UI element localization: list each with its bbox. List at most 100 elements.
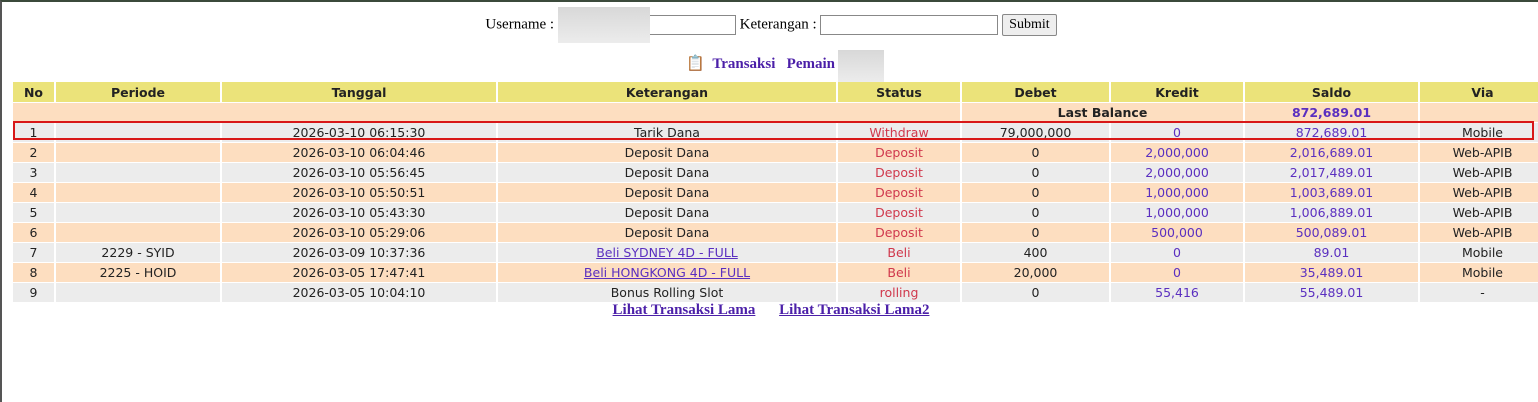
cell-periode [56,203,220,222]
cell-debet: 0 [962,143,1109,162]
cell-kredit: 500,000 [1111,223,1243,242]
keterangan-label: Keterangan : [739,16,817,33]
cell-saldo: 872,689.01 [1245,123,1418,142]
cell-status: Beli [838,263,960,282]
cell-debet: 0 [962,163,1109,182]
cell-tanggal: 2026-03-05 17:47:41 [222,263,496,282]
cell-kredit: 0 [1111,243,1243,262]
header-saldo: Saldo [1245,82,1418,102]
cell-debet: 20,000 [962,263,1109,282]
cell-periode [56,183,220,202]
cell-periode [56,163,220,182]
cell-status: rolling [838,283,960,302]
cell-via: Web-APIB [1420,163,1538,182]
cell-tanggal: 2026-03-10 05:56:45 [222,163,496,182]
table-header: No Periode Tanggal Keterangan Status Debet Kre… [13,82,1538,102]
cell-no: 1 [13,123,54,142]
header-via: Via [1420,82,1538,102]
lihat-transaksi-lama-link[interactable]: Lihat Transaksi Lama [612,302,756,318]
cell-saldo: 2,016,689.01 [1245,143,1418,162]
cell-status: Deposit [838,143,960,162]
cell-no: 8 [13,263,54,282]
cell-no: 7 [13,243,54,262]
table-row: 9 2026-03-05 10:04:10 Bonus Rolling Slot ro… [13,283,1538,302]
cell-via: - [1420,283,1538,302]
cell-periode [56,123,220,142]
cell-debet: 79,000,000 [962,123,1109,142]
header-periode: Periode [56,82,220,102]
cell-via: Mobile [1420,123,1538,142]
submit-button[interactable]: Submit [1002,14,1057,36]
cell-keterangan: Deposit Dana [498,223,836,242]
cell-keterangan: Beli SYDNEY 4D - FULL [498,243,836,262]
table-row: 4 2026-03-10 05:50:51 Deposit Dana Deposit 0… [13,183,1538,202]
username-label: Username : [485,16,555,33]
cell-via: Mobile [1420,243,1538,262]
last-balance-label: Last Balance [962,103,1243,122]
last-balance-row: Last Balance 872,689.01 [13,103,1538,122]
cell-kredit: 0 [1111,123,1243,142]
cell-saldo: 1,006,889.01 [1245,203,1418,222]
cell-periode [56,223,220,242]
cell-saldo: 55,489.01 [1245,283,1418,302]
cell-via: Mobile [1420,263,1538,282]
header-tanggal: Tanggal [222,82,496,102]
cell-status: Withdraw [838,123,960,142]
clipboard-icon: 📋 [686,56,705,72]
keterangan-link[interactable]: Beli SYDNEY 4D - FULL [596,245,738,260]
cell-no: 2 [13,143,54,162]
lihat-transaksi-lama2-link[interactable]: Lihat Transaksi Lama2 [779,302,930,318]
cell-kredit: 1,000,000 [1111,203,1243,222]
search-form: Username : Keterangan : Submit [2,14,1538,36]
cell-keterangan: Beli HONGKONG 4D - FULL [498,263,836,282]
cell-debet: 0 [962,283,1109,302]
cell-tanggal: 2026-03-10 05:43:30 [222,203,496,222]
cell-debet: 0 [962,203,1109,222]
cell-periode: 2229 - SYID [56,243,220,262]
cell-saldo: 35,489.01 [1245,263,1418,282]
header-keterangan: Keterangan [498,82,836,102]
header-debet: Debet [962,82,1109,102]
cell-via: Web-APIB [1420,183,1538,202]
cell-kredit: 0 [1111,263,1243,282]
cell-status: Deposit [838,183,960,202]
table-row: 2 2026-03-10 06:04:46 Deposit Dana Deposit 0… [13,143,1538,162]
cell-kredit: 1,000,000 [1111,183,1243,202]
cell-periode [56,143,220,162]
header-no: No [13,82,54,102]
cell-via: Web-APIB [1420,203,1538,222]
cell-debet: 0 [962,183,1109,202]
transaksi-title: Transaksi [712,56,776,72]
cell-no: 3 [13,163,54,182]
keterangan-input[interactable] [820,15,999,35]
page-title: 📋 Transaksi Pemain : k [2,54,1538,73]
table-row: 7 2229 - SYID 2026-03-09 10:37:36 Beli SYDN… [13,243,1538,262]
cell-keterangan: Deposit Dana [498,143,836,162]
history-links: Lihat Transaksi Lama Lihat Transaksi Lam… [2,302,1538,319]
cell-no: 5 [13,203,54,222]
cell-tanggal: 2026-03-09 10:37:36 [222,243,496,262]
cell-status: Deposit [838,163,960,182]
table-row: 3 2026-03-10 05:56:45 Deposit Dana Deposit 0… [13,163,1538,182]
table-row: 1 2026-03-10 06:15:30 Tarik Dana Withdraw 79… [13,123,1538,142]
cell-keterangan: Tarik Dana [498,123,836,142]
cell-status: Deposit [838,203,960,222]
keterangan-link[interactable]: Beli HONGKONG 4D - FULL [583,265,751,280]
transaction-table: No Periode Tanggal Keterangan Status Debet Kre… [11,81,1538,303]
cell-no: 4 [13,183,54,202]
table-row: 6 2026-03-10 05:29:06 Deposit Dana Deposit 0… [13,223,1538,242]
cell-keterangan: Deposit Dana [498,203,836,222]
cell-saldo: 1,003,689.01 [1245,183,1418,202]
cell-status: Deposit [838,223,960,242]
cell-keterangan: Deposit Dana [498,163,836,182]
last-balance-value: 872,689.01 [1245,103,1418,122]
cell-tanggal: 2026-03-10 06:15:30 [222,123,496,142]
cell-keterangan: Deposit Dana [498,183,836,202]
cell-saldo: 500,089.01 [1245,223,1418,242]
header-status: Status [838,82,960,102]
header-kredit: Kredit [1111,82,1243,102]
redacted-username [558,7,650,43]
cell-saldo: 2,017,489.01 [1245,163,1418,182]
table-row: 5 2026-03-10 05:43:30 Deposit Dana Deposit 0… [13,203,1538,222]
cell-no: 6 [13,223,54,242]
